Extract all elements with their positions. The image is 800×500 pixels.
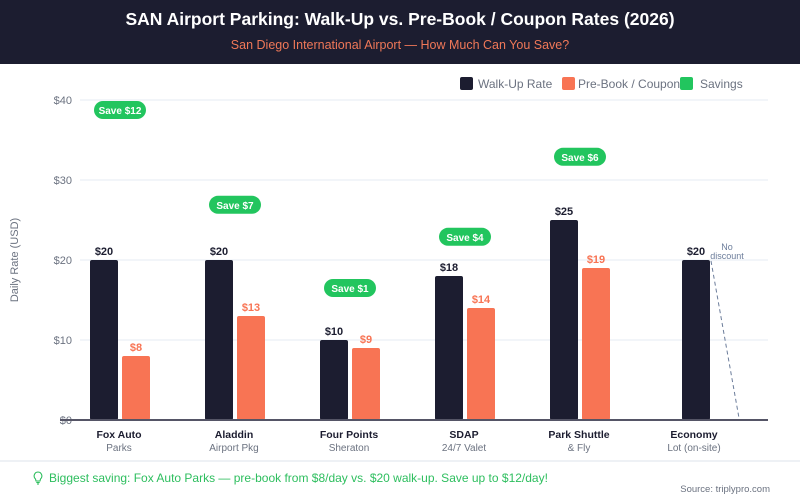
bars xyxy=(90,220,710,420)
bar-label-prebook: $13 xyxy=(242,302,260,314)
savings-badges: Save $12 Save $7 Save $1 Save $4 Save $6 xyxy=(94,101,606,297)
bar-prebook xyxy=(237,316,265,420)
x-label-name: Aladdin xyxy=(215,429,254,441)
bar-label-prebook: $14 xyxy=(472,294,491,306)
bar-walkup xyxy=(90,260,118,420)
x-label-detail: & Fly xyxy=(568,443,591,454)
savings-badge-label: Save $6 xyxy=(561,153,599,164)
savings-badge xyxy=(439,227,491,246)
savings-badge xyxy=(554,147,606,166)
bar-value-labels: $20 $8 $20 $13 $10 $9 $18 $14 $25 $19 $20 xyxy=(95,206,705,354)
bar-label-walkup: $18 xyxy=(440,262,458,274)
chart-legend: Walk-Up Rate Pre-Book / Coupon Savings xyxy=(460,77,743,91)
bar-walkup xyxy=(550,220,578,420)
y-axis-label: Daily Rate (USD) xyxy=(9,218,21,302)
chart-subtitle: San Diego International Airport — How Mu… xyxy=(230,38,570,52)
savings-badge xyxy=(209,195,261,214)
legend-swatch-prebook xyxy=(562,77,575,90)
x-label-name: SDAP xyxy=(449,429,478,441)
legend-label-prebook: Pre-Book / Coupon xyxy=(578,77,680,91)
grid-lines xyxy=(80,99,768,341)
footer-divider xyxy=(0,460,800,462)
y-tick-label: $10 xyxy=(54,335,72,347)
bar-label-prebook: $8 xyxy=(130,342,142,354)
y-axis-ticks: $0$10$20$30$40 xyxy=(54,95,72,427)
bar-chart: Walk-Up Rate Pre-Book / Coupon Savings $… xyxy=(9,77,768,454)
bar-label-walkup: $10 xyxy=(325,326,343,338)
savings-badge xyxy=(94,101,146,119)
x-label-name: Economy xyxy=(670,429,717,441)
bar-label-walkup: $25 xyxy=(555,206,573,218)
x-label-name: Fox Auto xyxy=(96,429,141,441)
annotation-text: discount xyxy=(710,251,744,261)
chart-title: SAN Airport Parking: Walk-Up vs. Pre-Boo… xyxy=(125,9,675,29)
bar-walkup xyxy=(435,276,463,420)
x-label-detail: Sheraton xyxy=(329,443,370,454)
bar-label-prebook: $9 xyxy=(360,334,372,346)
legend-swatch-savings xyxy=(680,77,693,90)
savings-badge-label: Save $12 xyxy=(99,106,142,117)
bar-label-walkup: $20 xyxy=(687,246,705,258)
annotation-text: No xyxy=(721,242,733,252)
bar-label-prebook: $19 xyxy=(587,254,605,266)
legend-label-walkup: Walk-Up Rate xyxy=(478,77,553,91)
legend-swatch-walkup xyxy=(460,77,473,90)
savings-badge xyxy=(324,279,376,297)
x-label-name: Park Shuttle xyxy=(548,429,609,441)
bar-walkup xyxy=(205,260,233,420)
bar-label-walkup: $20 xyxy=(210,246,228,258)
savings-badge-label: Save $7 xyxy=(216,201,254,212)
bar-walkup xyxy=(320,340,348,420)
bar-prebook xyxy=(352,348,380,420)
x-label-detail: Airport Pkg xyxy=(209,443,258,454)
x-label-name: Four Points xyxy=(320,429,378,441)
savings-badge-label: Save $4 xyxy=(446,233,484,244)
y-tick-label: $20 xyxy=(54,255,72,267)
x-axis-labels: Fox Auto Parks Aladdin Airport Pkg Four Poin… xyxy=(96,429,720,454)
x-label-detail: Parks xyxy=(106,443,132,454)
bar-prebook xyxy=(467,308,495,420)
bar-prebook xyxy=(582,268,610,420)
bar-prebook xyxy=(122,356,150,420)
bar-walkup xyxy=(682,260,710,420)
x-label-detail: 24/7 Valet xyxy=(442,443,487,454)
savings-badge-label: Save $1 xyxy=(331,284,369,295)
insight-note: Biggest saving: Fox Auto Parks — pre-boo… xyxy=(33,471,548,485)
legend-label-savings: Savings xyxy=(700,77,743,91)
lightbulb-icon xyxy=(33,471,43,485)
x-label-detail: Lot (on-site) xyxy=(667,443,720,454)
bar-label-walkup: $20 xyxy=(95,246,113,258)
chart-header: SAN Airport Parking: Walk-Up vs. Pre-Boo… xyxy=(0,0,800,64)
y-tick-label: $40 xyxy=(54,95,72,107)
insight-text: Biggest saving: Fox Auto Parks — pre-boo… xyxy=(49,471,548,485)
source-credit: Source: triplypro.com xyxy=(680,484,770,495)
y-tick-label: $30 xyxy=(54,175,72,187)
annotation-leader-line xyxy=(710,260,740,419)
